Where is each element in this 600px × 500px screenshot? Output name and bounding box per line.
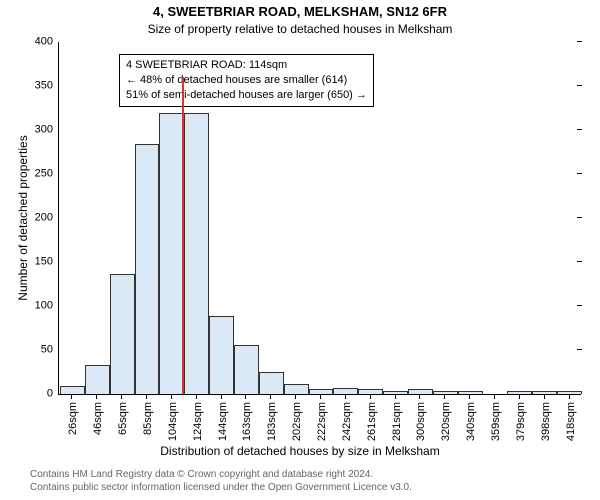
histogram-bar [110,274,135,394]
histogram-bar [85,365,110,394]
x-tick-mark [96,394,97,399]
x-tick-mark [370,394,371,399]
histogram-bar [259,372,284,394]
y-tick-mark [577,261,582,262]
y-tick-label: 350 [35,81,59,92]
chart-title: 4, SWEETBRIAR ROAD, MELKSHAM, SN12 6FR [0,4,600,19]
footer-attribution: Contains HM Land Registry data © Crown c… [30,468,412,494]
histogram-bar [284,384,309,394]
histogram-bar [234,345,259,394]
x-tick-mark [494,394,495,399]
x-tick-label: 398sqm [541,402,552,441]
x-tick-mark [544,394,545,399]
y-tick-mark [577,129,582,130]
x-tick-mark [519,394,520,399]
x-tick-mark [171,394,172,399]
y-tick-label: 400 [35,37,59,48]
x-tick-label: 300sqm [416,402,427,441]
histogram-bar [135,144,160,394]
footer-line-1: Contains HM Land Registry data © Crown c… [30,468,412,481]
x-tick-label: 26sqm [68,402,79,435]
x-tick-label: 46sqm [93,402,104,435]
histogram-bar [159,113,184,394]
x-tick-label: 359sqm [491,402,502,441]
y-tick-label: 300 [35,125,59,136]
x-tick-label: 418sqm [566,402,577,441]
x-tick-label: 104sqm [168,402,179,441]
x-tick-label: 65sqm [118,402,129,435]
annotation-line: 4 SWEETBRIAR ROAD: 114sqm [126,58,367,73]
x-tick-label: 261sqm [367,402,378,441]
x-tick-mark [221,394,222,399]
y-tick-label: 100 [35,301,59,312]
x-axis-label: Distribution of detached houses by size … [0,444,600,458]
x-tick-mark [196,394,197,399]
marker-line [182,77,184,394]
x-tick-mark [444,394,445,399]
y-tick-mark [577,217,582,218]
x-tick-label: 320sqm [441,402,452,441]
x-tick-label: 242sqm [342,402,353,441]
histogram-bar [60,386,85,394]
y-tick-label: 200 [35,213,59,224]
x-tick-mark [146,394,147,399]
chart-container: 4, SWEETBRIAR ROAD, MELKSHAM, SN12 6FR S… [0,0,600,500]
x-tick-mark [121,394,122,399]
y-tick-label: 0 [47,389,59,400]
x-tick-mark [270,394,271,399]
x-tick-label: 281sqm [392,402,403,441]
x-tick-mark [295,394,296,399]
x-tick-mark [320,394,321,399]
histogram-bar [184,113,209,394]
y-tick-label: 50 [41,345,59,356]
annotation-line: ← 48% of detached houses are smaller (61… [126,73,367,88]
y-tick-mark [577,41,582,42]
x-tick-label: 163sqm [242,402,253,441]
histogram-bar [209,316,234,394]
x-tick-label: 379sqm [516,402,527,441]
x-tick-mark [345,394,346,399]
marker-annotation: 4 SWEETBRIAR ROAD: 114sqm← 48% of detach… [119,54,374,107]
x-tick-label: 222sqm [317,402,328,441]
x-tick-mark [469,394,470,399]
y-tick-mark [577,173,582,174]
y-tick-mark [577,85,582,86]
x-tick-label: 144sqm [218,402,229,441]
x-tick-label: 183sqm [267,402,278,441]
x-tick-label: 85sqm [143,402,154,435]
y-tick-label: 250 [35,169,59,180]
x-tick-mark [71,394,72,399]
plot-area: 4 SWEETBRIAR ROAD: 114sqm← 48% of detach… [58,42,581,395]
x-tick-mark [569,394,570,399]
x-tick-mark [245,394,246,399]
y-tick-label: 150 [35,257,59,268]
x-tick-label: 202sqm [292,402,303,441]
x-tick-label: 340sqm [466,402,477,441]
histogram-bar [507,391,532,394]
x-tick-mark [419,394,420,399]
y-tick-mark [577,305,582,306]
x-tick-mark [395,394,396,399]
footer-line-2: Contains public sector information licen… [30,481,412,494]
y-tick-mark [577,349,582,350]
annotation-line: 51% of semi-detached houses are larger (… [126,88,367,103]
chart-subtitle: Size of property relative to detached ho… [0,22,600,36]
histogram-bar [333,388,358,394]
y-axis-label: Number of detached properties [16,42,30,394]
x-tick-label: 124sqm [193,402,204,441]
